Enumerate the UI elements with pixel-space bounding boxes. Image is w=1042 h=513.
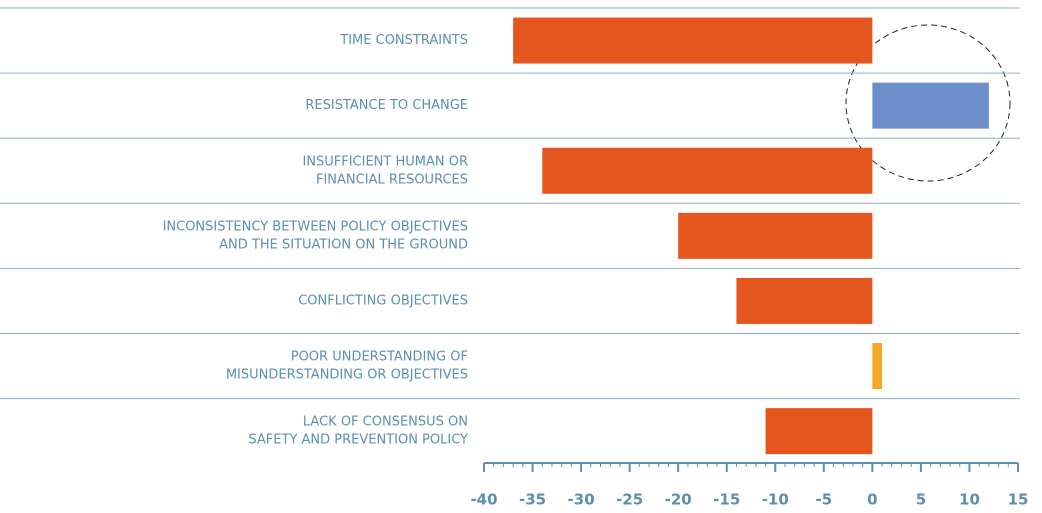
bar — [513, 17, 873, 64]
category-label: AND THE SITUATION ON THE GROUND — [219, 237, 468, 252]
category-label: RESISTANCE TO CHANGE — [305, 98, 468, 113]
category-label: INCONSISTENCY BETWEEN POLICY OBJECTIVES — [163, 219, 468, 234]
category-label: SAFETY AND PREVENTION POLICY — [248, 433, 468, 448]
x-tick-label: -20 — [665, 491, 692, 509]
x-tick-label: -10 — [762, 491, 789, 509]
x-tick-label: 0 — [867, 491, 877, 509]
bar — [872, 82, 989, 129]
x-tick-label: -30 — [568, 491, 595, 509]
category-label: LACK OF CONSENSUS ON — [303, 415, 468, 430]
x-tick-label: -25 — [616, 491, 643, 509]
x-tick-label: 10 — [959, 491, 980, 509]
bar — [765, 408, 873, 455]
category-label: FINANCIAL RESOURCES — [316, 172, 468, 187]
x-tick-label: -35 — [519, 491, 546, 509]
x-tick-label: -5 — [815, 491, 832, 509]
x-tick-label: -15 — [713, 491, 740, 509]
x-tick-label: -40 — [470, 491, 497, 509]
bar — [872, 343, 883, 390]
category-label: MISUNDERSTANDING OR OBJECTIVES — [226, 368, 468, 383]
category-label: INSUFFICIENT HUMAN OR — [302, 154, 468, 169]
bar — [736, 277, 873, 324]
x-tick-label: 15 — [1008, 491, 1029, 509]
category-label: CONFLICTING OBJECTIVES — [298, 293, 468, 308]
category-label: POOR UNDERSTANDING OF — [291, 350, 468, 365]
highlight-circle — [845, 24, 1011, 182]
category-label: TIME CONSTRAINTS — [339, 33, 468, 48]
bar — [542, 147, 873, 194]
bar — [678, 212, 873, 259]
x-tick-label: 5 — [916, 491, 926, 509]
